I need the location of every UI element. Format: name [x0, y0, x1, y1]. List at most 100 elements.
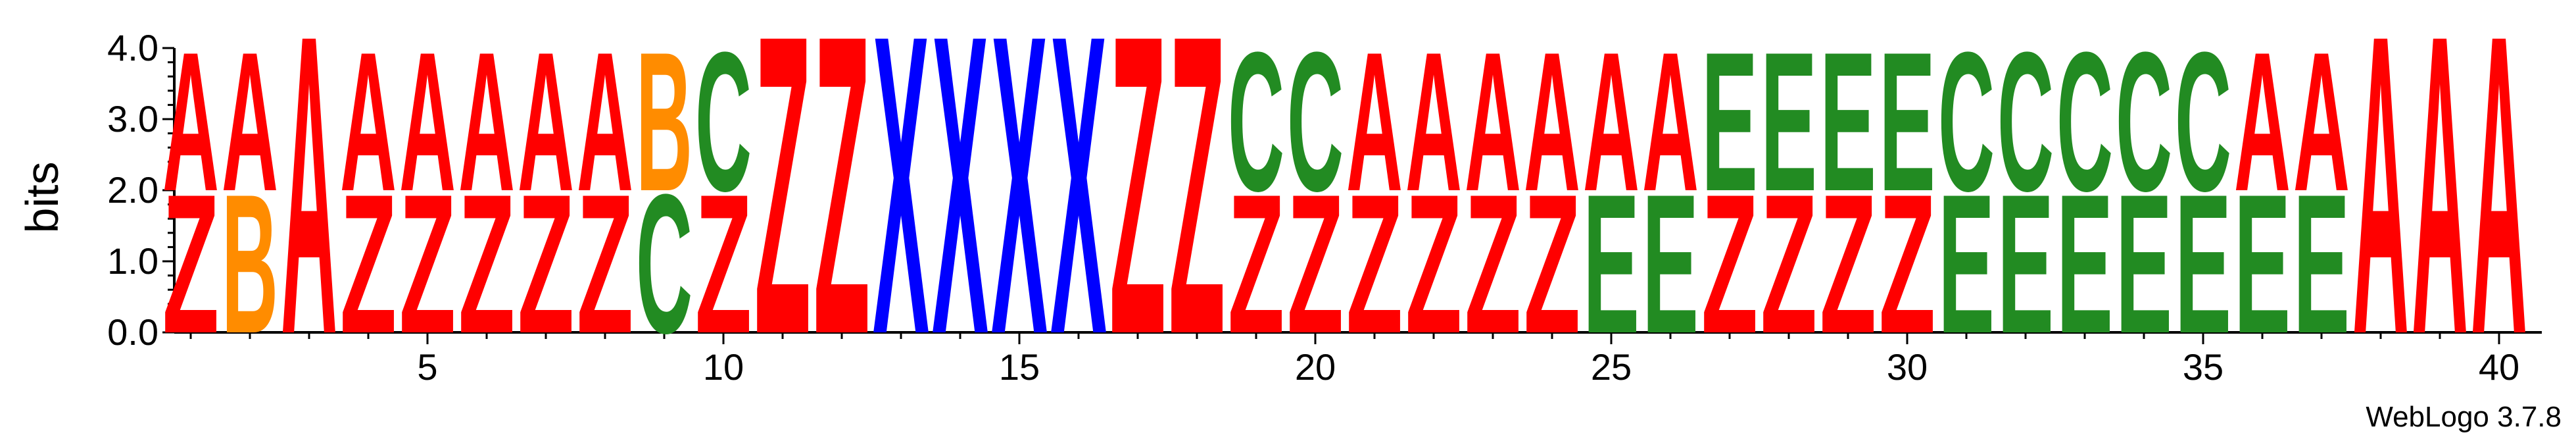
logo-letter-A: A	[399, 10, 456, 232]
logo-letter-X: X	[1050, 0, 1107, 424]
logo-letter-C: C	[2116, 10, 2172, 232]
x-tick-label: 5	[417, 346, 437, 388]
logo-position-28: ZE	[1761, 11, 1817, 374]
logo-letter-C: C	[2056, 10, 2113, 232]
logo-position-23: ZA	[1465, 10, 1521, 374]
y-tick-label: 4.0	[107, 27, 158, 68]
logo-letter-Z: Z	[1405, 153, 1462, 374]
logo-position-19: ZC	[1228, 10, 1284, 374]
logo-position-24: ZA	[1524, 10, 1580, 374]
logo-letter-A: A	[2412, 0, 2468, 423]
logo-position-40: A	[2471, 0, 2527, 423]
logo-letter-Z: Z	[1228, 153, 1284, 374]
logo-letter-C: C	[2175, 10, 2231, 232]
logo-letter-Z: Z	[340, 153, 397, 374]
logo-letter-Z: Z	[1761, 153, 1817, 374]
y-axis: 0.0 1.0 2.0 3.0 4.0	[107, 27, 176, 353]
logo-letter-A: A	[1346, 10, 1403, 232]
logo-letter-C: C	[695, 10, 752, 232]
logo-letter-A: A	[222, 10, 278, 232]
logo-position-38: A	[2352, 0, 2409, 423]
logo-letter-E: E	[2056, 153, 2113, 375]
logo-letter-E: E	[1701, 11, 1758, 233]
logo-letter-A: A	[1642, 10, 1699, 232]
x-tick-label: 30	[1887, 346, 1928, 388]
logo-letter-E: E	[1583, 153, 1640, 375]
logo-position-12: Z	[814, 0, 870, 423]
y-tick-label: 2.0	[107, 169, 158, 211]
logo-letter-E: E	[1879, 11, 1935, 233]
logo-position-4: ZA	[340, 10, 397, 374]
logo-position-31: EC	[1938, 10, 1995, 375]
logo-position-13: X	[873, 0, 930, 424]
logo-position-1: ZA	[162, 10, 219, 374]
logo-letter-C: C	[636, 152, 693, 374]
logo-letter-Z: Z	[1465, 153, 1521, 374]
logo-letter-Z: Z	[1109, 0, 1166, 423]
logo-position-11: Z	[754, 0, 811, 423]
x-tick-label: 15	[999, 346, 1040, 388]
logo-position-33: EC	[2056, 10, 2113, 375]
logo-letter-Z: Z	[458, 153, 515, 374]
logo-position-30: ZE	[1879, 11, 1935, 374]
logo-letter-A: A	[1465, 10, 1521, 232]
logo-position-27: ZE	[1701, 11, 1758, 374]
logo-letter-C: C	[1287, 10, 1344, 232]
logo-letter-X: X	[991, 0, 1048, 424]
logo-position-35: EC	[2175, 10, 2231, 375]
logo-letter-A: A	[1583, 10, 1640, 232]
logo-position-6: ZA	[458, 10, 515, 374]
x-tick-label: 40	[2479, 346, 2519, 388]
logo-position-37: EA	[2293, 10, 2350, 375]
logo-letter-Z: Z	[1701, 153, 1758, 374]
y-tick-label: 1.0	[107, 240, 158, 282]
logo-letter-Z: Z	[1879, 153, 1935, 374]
logo-letter-X: X	[873, 0, 930, 424]
logo-position-18: Z	[1169, 0, 1225, 423]
logo-letter-C: C	[1938, 10, 1995, 232]
logo-letter-A: A	[162, 10, 219, 232]
logo-letter-Z: Z	[695, 153, 752, 374]
logo-letter-Z: Z	[754, 0, 811, 423]
weblogo-credit: WebLogo 3.7.8	[2366, 401, 2562, 433]
logo-letter-Z: Z	[1820, 153, 1876, 374]
logo-letter-X: X	[932, 0, 989, 424]
logo-position-22: ZA	[1405, 10, 1462, 374]
logo-position-17: Z	[1109, 0, 1166, 423]
logo-position-16: X	[1050, 0, 1107, 424]
logo-letter-C: C	[1997, 10, 2054, 232]
logo-letter-E: E	[2116, 153, 2172, 375]
logo-letter-A: A	[577, 10, 633, 232]
logo-position-3: A	[281, 0, 337, 423]
logo-position-14: X	[932, 0, 989, 424]
logo-position-36: EA	[2234, 10, 2291, 375]
logo-position-32: EC	[1997, 10, 2054, 375]
logo-letter-A: A	[2352, 0, 2409, 423]
logo-position-10: ZC	[695, 10, 752, 374]
y-tick-label: 3.0	[107, 98, 158, 140]
logo-position-25: EA	[1583, 10, 1640, 375]
logo-position-21: ZA	[1346, 10, 1403, 374]
logo-letter-B: B	[636, 10, 693, 232]
logo-letter-Z: Z	[577, 153, 633, 374]
x-tick-label: 35	[2183, 346, 2224, 388]
logo-letter-A: A	[1405, 10, 1462, 232]
logo-letter-Z: Z	[1169, 0, 1225, 423]
x-tick-label: 10	[703, 346, 744, 388]
logo-letter-A: A	[2234, 10, 2291, 232]
logo-letter-B: B	[222, 152, 278, 374]
logo-letter-Z: Z	[1287, 153, 1344, 374]
logo-position-34: EC	[2116, 10, 2172, 375]
logo-position-39: A	[2412, 0, 2468, 423]
y-axis-label: bits	[16, 162, 68, 234]
logo-letter-A: A	[518, 10, 574, 232]
x-axis: 5 10 15 20 25 30 35 40	[174, 331, 2542, 388]
logo-letter-E: E	[2234, 153, 2291, 375]
logo-letter-A: A	[1524, 10, 1580, 232]
logo-letter-E: E	[1642, 153, 1699, 375]
logo-position-9: CB	[636, 10, 693, 374]
y-tick-label: 0.0	[107, 311, 158, 353]
logo-letter-E: E	[2293, 153, 2350, 375]
